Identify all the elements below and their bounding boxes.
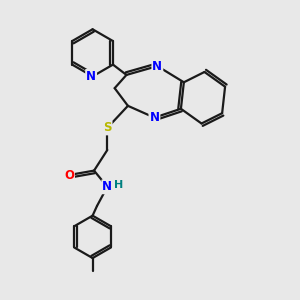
Text: S: S: [103, 122, 112, 134]
Text: N: N: [86, 70, 96, 83]
Text: O: O: [64, 169, 74, 182]
Text: N: N: [152, 60, 162, 73]
Text: N: N: [149, 111, 159, 124]
Text: H: H: [115, 180, 124, 190]
Text: N: N: [102, 180, 112, 193]
